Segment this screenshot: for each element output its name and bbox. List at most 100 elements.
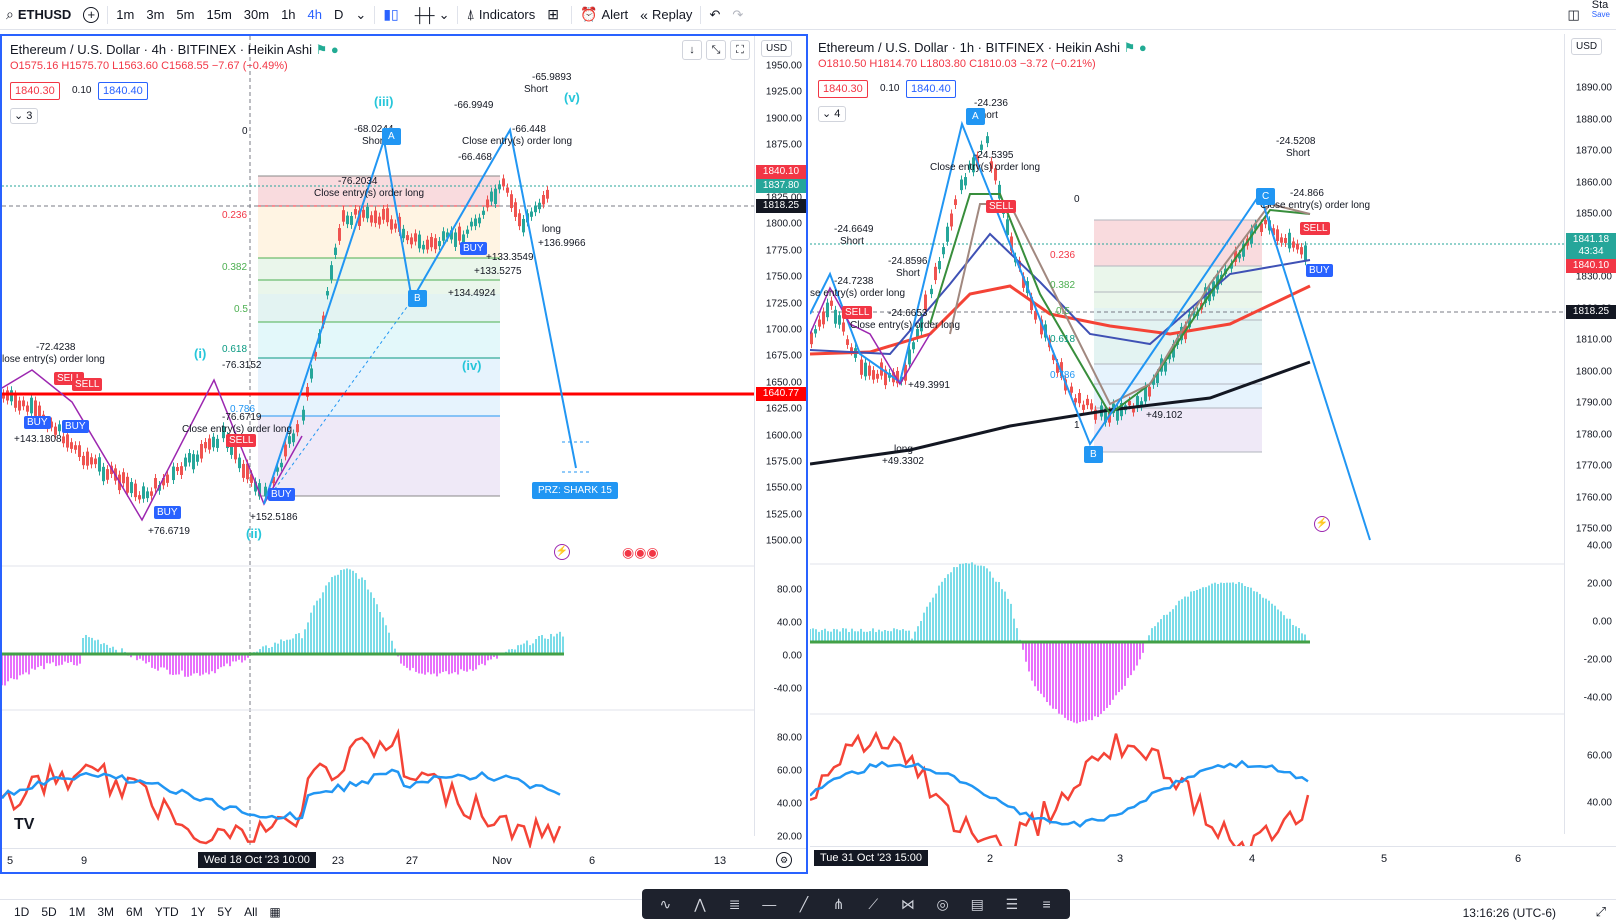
price-candle [62,436,65,444]
status-dot-icon: ● [1138,40,1147,55]
range-5y[interactable]: 5Y [217,904,233,919]
price-candle [94,458,97,465]
alert-button[interactable]: ⏰ Alert [580,6,629,22]
oscillator-line-fast [810,730,1310,860]
undo-button[interactable]: ↶ [703,0,726,30]
pitchfork-icon[interactable]: ⋔ [832,895,845,912]
lightning-icon[interactable]: ⚡ [1314,516,1330,532]
divider [107,5,109,24]
flag-icon: ⚑ [315,42,328,57]
chart-pane-left[interactable]: Ethereum / U.S. Dollar · 4h · BITFINEX ·… [0,34,808,874]
time-label: 6 [1514,853,1522,865]
interval-3m[interactable]: 3m [146,7,165,22]
sell-signal: SELL [1300,222,1331,235]
replay-button[interactable]: «Replay [640,6,693,23]
range-1d[interactable]: 1D [14,904,30,919]
range-3m[interactable]: 3M [97,904,115,919]
trend-line-icon[interactable]: ╱ [799,895,809,912]
strategy-label: +136.9966 [538,238,586,249]
interval-30m[interactable]: 30m [243,7,270,22]
indicators-toggle[interactable]: ⌄ 3 [10,108,38,124]
time-axis[interactable]: Tue 31 Oct '23 15:00 2 3 4 5 6 [810,846,1616,870]
symbol-search[interactable]: ⌕ ETHUSD [6,6,72,22]
fib-level: 0.786 [1050,370,1076,381]
price-candle [522,218,525,233]
interval-15m[interactable]: 15m [206,7,232,22]
range-5d[interactable]: 5D [41,904,57,919]
range-ytd[interactable]: YTD [154,904,179,919]
buy-price-button[interactable]: 1840.40 [906,80,956,98]
fullscreen-button[interactable]: ⛶ [730,40,750,60]
lightning-icon[interactable]: ⚡ [554,544,570,560]
interval-1h[interactable]: 1h [281,7,296,22]
range-1y[interactable]: 1Y [190,904,206,919]
clock[interactable]: 13:16:26 (UTC-6) [1462,906,1556,920]
price-candle [196,454,199,462]
price-axis[interactable]: USD 1890.00 1880.00 1870.00 1860.00 1850.00 1… [1564,34,1616,834]
time-label: Nov [492,855,512,867]
channel-icon[interactable]: ▤ [970,895,984,912]
interval-1m[interactable]: 1m [116,7,135,22]
interval-4h[interactable]: 4h [307,7,323,22]
xabcd-pattern-icon[interactable]: ⋈ [900,895,915,912]
indicators-toggle[interactable]: ⌄ 4 [818,106,846,122]
currency-button[interactable]: USD [761,40,793,57]
scroll-down-button[interactable]: ↓ [682,40,702,60]
price-tick: 1790.00 [1575,397,1612,409]
indicators-button[interactable]: ⍋ Indicators [466,6,536,22]
date-range-button[interactable]: ▦ [263,905,286,919]
time-axis[interactable]: 5 9 Wed 18 Oct '23 10:00 23 27 Nov 6 13 … [2,848,806,872]
range-1m[interactable]: 1M [68,904,86,919]
buy-price-button[interactable]: 1840.40 [98,82,148,100]
expand-icon[interactable]: ⤢ [1595,904,1606,919]
symbol-legend[interactable]: Ethereum / U.S. Dollar · 1h · BITFINEX ·… [818,40,1147,55]
oscillator-line-slow [810,759,1309,828]
measure-icon[interactable]: ◎ [936,895,949,912]
templates-button[interactable]: ⊞ [541,0,569,30]
fib-zone [258,416,500,496]
redo-button[interactable]: ↷ [726,0,749,30]
menu-icon[interactable]: ≡ [1042,896,1051,912]
collapse-button[interactable]: ⤡ [706,40,726,60]
interval-5m[interactable]: 5m [176,7,195,22]
fib-level: 0.5 [234,304,248,315]
layout-button[interactable]: ◫ [1561,0,1585,30]
strategy-label: -66.9949 [454,100,494,111]
horizontal-line-icon[interactable]: — [762,896,777,912]
settings-icon[interactable]: ⚙ [776,852,792,868]
interval-d[interactable]: D [334,7,344,22]
interval-dropdown-button[interactable]: ⌄ [349,0,372,30]
sell-price-button[interactable]: 1840.30 [10,82,60,100]
elliott-wave-icon[interactable]: ∿ [659,895,672,912]
strategy-label: -76.3152 [222,360,262,371]
price-axis[interactable]: USD 1950.001925.001900.001875.001850.001… [754,36,806,843]
fullscreen-icon: ⛶ [736,44,744,56]
strategy-label: Close entry(s) order long [1260,200,1371,211]
candle-type-button[interactable]: ▮▯ [377,0,408,30]
save-button[interactable]: Sta Save [1591,0,1610,19]
fib-retracement-icon[interactable]: ≣ [728,895,741,912]
abcd-pattern-icon[interactable]: ⋀ [694,895,706,912]
chart-pane-right[interactable]: Ethereum / U.S. Dollar · 1h · BITFINEX ·… [810,34,1616,874]
ray-icon[interactable]: ⟋ [868,895,879,912]
time-label: 23 [331,855,345,867]
fib-level: 0 [1074,194,1080,205]
fib-extension-icon[interactable]: ☰ [1005,895,1019,912]
chart-canvas-left[interactable] [2,36,754,872]
price-candle [284,444,287,457]
symbol-legend[interactable]: Ethereum / U.S. Dollar · 4h · BITFINEX ·… [10,42,339,57]
strategy-label: -76.2034 [338,176,378,187]
currency-button[interactable]: USD [1571,38,1603,55]
sell-price-button[interactable]: 1840.30 [818,80,868,98]
time-label: 13 [713,855,727,867]
price-candle [426,239,429,250]
chart-canvas-right[interactable] [810,34,1564,870]
bar-type-button[interactable]: ┼┼ ⌄ [409,0,456,30]
add-symbol-button[interactable]: + [77,0,105,30]
price-tick: 1770.00 [1575,460,1612,472]
range-all[interactable]: All [244,904,258,919]
range-6m[interactable]: 6M [126,904,143,919]
us-flag-icon[interactable]: ◉◉◉ [622,544,659,560]
price-candle [1144,386,1147,402]
price-tick: 40.00 [776,798,802,810]
